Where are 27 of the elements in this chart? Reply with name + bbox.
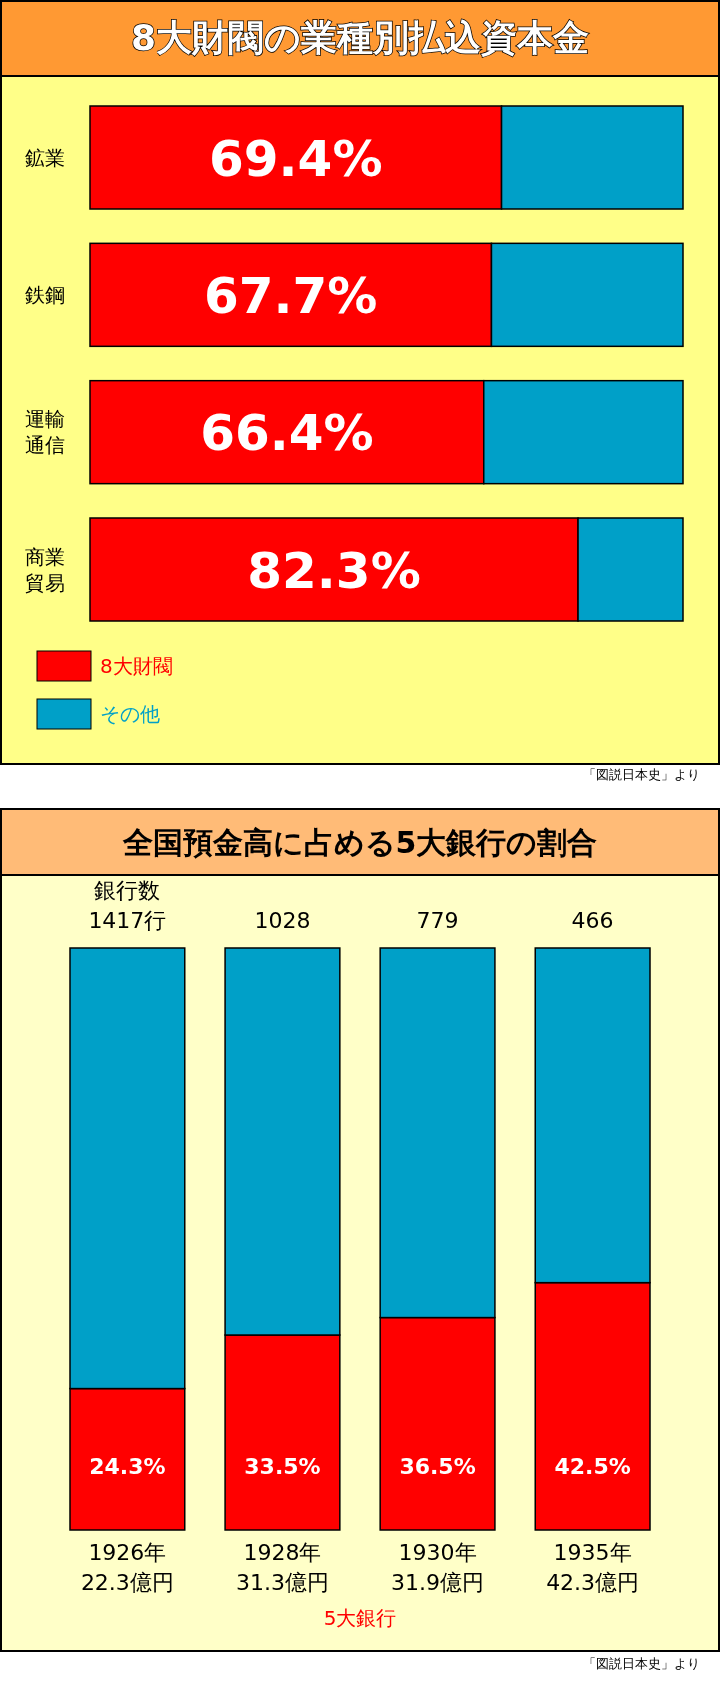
annotation: 779 [416,908,459,933]
x-tick-label: 1935年42.3億円 [546,1540,640,1595]
y-tick-label: 運輸通信 [25,407,65,458]
data-label: 24.3% [89,1454,166,1479]
data-label: 82.3% [247,541,421,600]
annotation: 1028 [254,908,311,933]
data-label: 69.4% [209,129,383,188]
text: 5大銀行 [323,1606,397,1630]
data-label: 67.7% [204,266,378,325]
text: 「図説日本史」より [583,767,700,782]
data-label: 42.5% [554,1454,631,1479]
chart-title: 8大財閥の業種別払込資本金 [130,16,590,58]
x-tick-label: 1928年31.3億円 [235,1540,329,1595]
data-label: 66.4% [200,404,374,463]
annotation: 466 [571,908,614,933]
y-tick-label: 鉱業 [25,145,65,170]
text: 「図説日本史」より [583,1656,700,1671]
legend-label: 8大財閥 [100,654,173,678]
annotation: 銀行数 1417行 [88,878,167,933]
data-label: 36.5% [399,1454,476,1479]
data-label: 33.5% [244,1454,321,1479]
legend-label: その他 [100,702,160,726]
x-tick-label: 1926年22.3億円 [80,1540,174,1595]
y-tick-label: 商業貿易 [25,544,65,595]
chart-title: 全国預金高に占める5大銀行の割合 [121,825,598,860]
x-tick-label: 1930年31.9億円 [391,1540,485,1595]
y-tick-label: 鉄鋼 [25,282,65,307]
